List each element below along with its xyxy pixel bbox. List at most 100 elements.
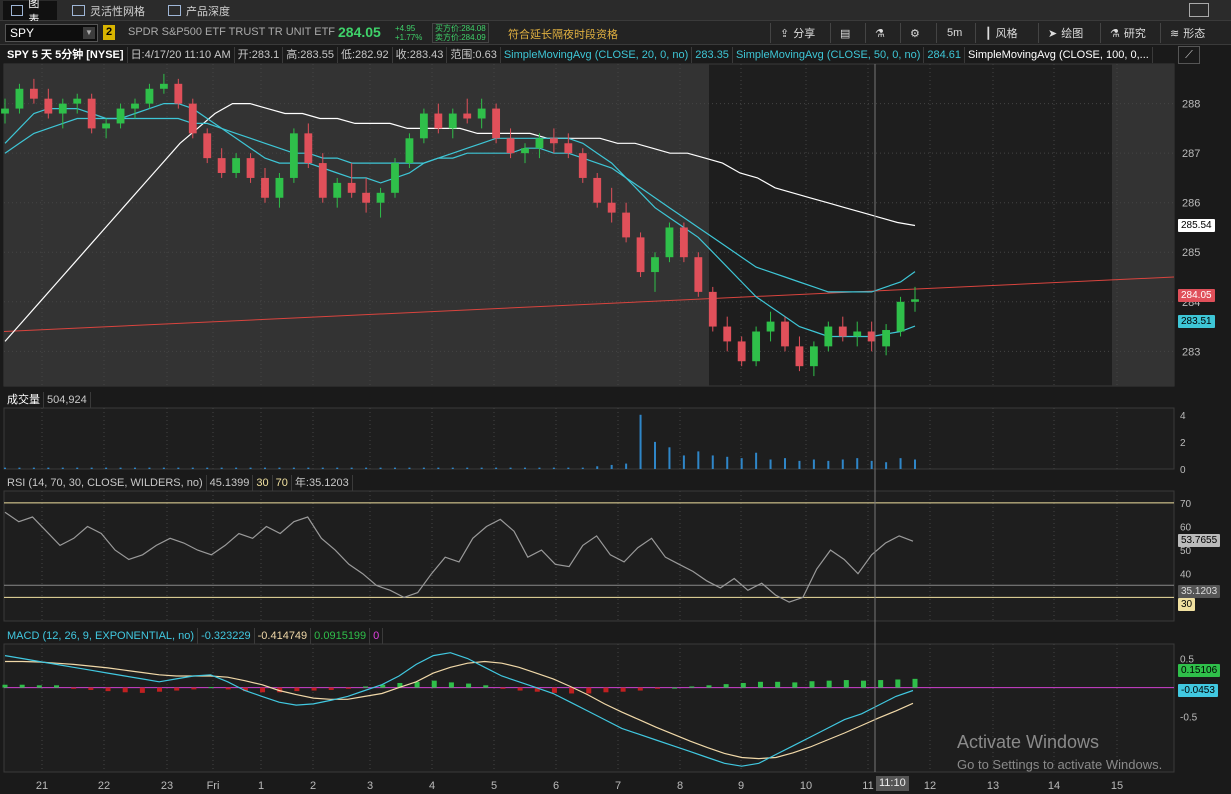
- volume-bar: [639, 414, 642, 469]
- watermark-subtitle: Go to Settings to activate Windows.: [957, 757, 1163, 772]
- sma20-line: [4, 102, 916, 338]
- toolbar-divider: [1038, 23, 1039, 43]
- tab-chart-label: 图表: [28, 0, 40, 26]
- grid-tab-icon: [72, 5, 85, 16]
- volume-bar: [654, 441, 656, 469]
- volume-bar: [292, 467, 295, 469]
- studies-button[interactable]: ⚗ 研究: [1110, 24, 1146, 42]
- volume-bar: [408, 467, 411, 469]
- macd-label[interactable]: MACD (12, 26, 9, EXPONENTIAL, no): [4, 628, 199, 644]
- symbol-input[interactable]: SPY ▼: [5, 24, 98, 42]
- chevron-down-icon[interactable]: ▼: [83, 27, 95, 39]
- drawing-tool-icon[interactable]: ⟋: [1178, 46, 1200, 64]
- volume-label[interactable]: 成交量: [4, 392, 44, 408]
- tab-flex-grid-label: 灵活性网格: [90, 5, 145, 18]
- price-study-header: SPY 5 天 5分钟 [NYSE] 日:4/17/20 11:10 AM 开:…: [4, 47, 1153, 63]
- sma100-label[interactable]: SimpleMovingAvg (CLOSE, 100, 0,...: [965, 47, 1153, 63]
- share-button[interactable]: ⇪ 分享: [780, 24, 815, 42]
- candle-body: [289, 133, 298, 178]
- volume-bar: [235, 467, 238, 469]
- candle-body: [521, 148, 529, 154]
- x-tick-label: 14: [1048, 780, 1060, 792]
- trend-line: [3, 276, 1175, 333]
- candle-body: [391, 163, 399, 193]
- candle-body: [87, 98, 96, 129]
- macd-line: [4, 652, 914, 767]
- volume-bar: [61, 467, 64, 469]
- candle-body: [492, 108, 501, 139]
- settings-button[interactable]: ⚙: [910, 24, 920, 42]
- macd-hist-bar: [483, 685, 489, 688]
- symbol-description: SPDR S&P500 ETF TRUST TR UNIT ETF: [128, 26, 336, 38]
- last-price-bubble: 284.05: [1178, 289, 1215, 302]
- macd-hist-bar: [294, 687, 300, 692]
- volume-bar: [119, 467, 122, 469]
- tab-flex-grid[interactable]: 灵活性网格: [64, 1, 153, 20]
- timeframe-button[interactable]: 5m: [947, 27, 963, 39]
- flask-icon: ⚗: [875, 27, 885, 40]
- volume-bar: [134, 467, 136, 469]
- patterns-button[interactable]: ≋ 形态: [1170, 24, 1205, 42]
- style-button[interactable]: ┃ 风格: [985, 24, 1018, 42]
- macd-hist-bar: [431, 680, 437, 688]
- macd-hist-bar: [36, 685, 42, 688]
- toolbar-divider: [770, 23, 771, 43]
- sma50-line: [4, 117, 916, 293]
- macd-hist-bar: [740, 682, 746, 688]
- sma20-label[interactable]: SimpleMovingAvg (CLOSE, 20, 0, no): [501, 47, 693, 63]
- notes-icon: ▤: [840, 27, 851, 40]
- candle-body: [44, 98, 53, 114]
- macd-hist-bar: [71, 687, 77, 689]
- macd-diff-value: 0.0915199: [311, 628, 371, 644]
- volume-bar: [740, 458, 743, 469]
- candle-body: [506, 138, 515, 154]
- volume-bar: [610, 464, 613, 469]
- sma20-bubble: 283.51: [1178, 315, 1215, 328]
- tab-product-depth[interactable]: 产品深度: [160, 1, 238, 20]
- macd-study-header: MACD (12, 26, 9, EXPONENTIAL, no) -0.323…: [4, 628, 384, 644]
- volume-bar: [162, 467, 165, 469]
- x-tick-label: 7: [615, 780, 621, 792]
- macd-tick-label: -0.5: [1180, 713, 1198, 724]
- macd-hist-bar: [19, 684, 25, 688]
- tab-chart[interactable]: 图表: [3, 0, 57, 26]
- candle-body: [131, 103, 139, 109]
- volume-pane: 0 2 4: [3, 407, 1186, 476]
- candle-body: [679, 227, 688, 258]
- candle-body: [448, 113, 457, 129]
- x-tick-label: 9: [738, 780, 744, 792]
- volume-bar: [148, 467, 151, 469]
- macd-tick-label: 0.5: [1180, 655, 1194, 666]
- macd-hist-bar: [380, 684, 386, 688]
- candle-body: [434, 113, 443, 129]
- sma50-value: 284.61: [924, 47, 966, 63]
- macd-hist-bar: [466, 683, 472, 688]
- candle-body: [752, 331, 761, 362]
- volume-bar: [191, 467, 194, 469]
- volume-bar: [841, 459, 844, 469]
- x-tick-label: 10: [800, 780, 812, 792]
- macd-hist-bar: [586, 687, 592, 694]
- candle-body: [795, 346, 804, 367]
- rsi-label[interactable]: RSI (14, 70, 30, CLOSE, WILDERS, no): [4, 475, 207, 491]
- bid-value: 买方价:284.08: [435, 24, 486, 33]
- macd-hist-bar: [517, 687, 523, 691]
- candle-body: [867, 331, 876, 342]
- x-tick-label: 11: [862, 780, 873, 792]
- candle-body: [477, 108, 486, 119]
- volume-bar: [466, 467, 469, 469]
- tab-bar: 图表 灵活性网格 产品深度: [0, 0, 1231, 26]
- candle-body: [636, 237, 645, 273]
- volume-bar: [524, 467, 526, 469]
- link-group-badge[interactable]: 2: [103, 25, 115, 40]
- activation-watermark: Activate Windows Go to Settings to activ…: [957, 732, 1162, 772]
- last-price: 284.05: [338, 24, 381, 40]
- notes-button[interactable]: ▤: [840, 24, 850, 42]
- window-restore-icon[interactable]: [1189, 3, 1209, 17]
- sma50-label[interactable]: SimpleMovingAvg (CLOSE, 50, 0, no): [733, 47, 925, 63]
- macd-hist-bar: [500, 687, 506, 689]
- drawing-button[interactable]: ➤ 绘图: [1048, 24, 1083, 42]
- flask-button[interactable]: ⚗: [875, 24, 885, 42]
- candle-body: [737, 341, 746, 362]
- macd-hist-bar: [637, 687, 643, 691]
